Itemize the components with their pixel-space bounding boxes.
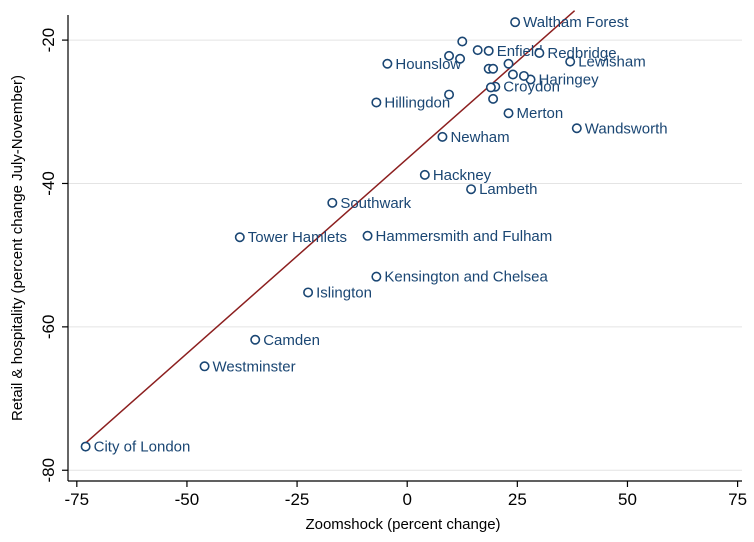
point-label: Hackney — [433, 167, 492, 184]
point-label: Hammersmith and Fulham — [376, 228, 553, 245]
data-point — [488, 63, 499, 74]
data-point — [507, 69, 518, 80]
x-tick-label: 25 — [508, 490, 527, 509]
point-label: City of London — [94, 439, 191, 456]
data-point — [371, 97, 382, 108]
gridlines — [68, 39, 742, 471]
data-point — [362, 230, 373, 241]
point-label: Merton — [517, 105, 564, 122]
y-axis-title: Retail & hospitality (percent change Jul… — [9, 75, 26, 421]
data-point — [437, 131, 448, 142]
point-label: Lambeth — [479, 181, 537, 198]
data-point — [382, 58, 393, 69]
point-label: Lewisham — [578, 54, 646, 71]
point-label: Haringey — [539, 72, 600, 89]
x-axis-title: Zoomshock (percent change) — [305, 516, 500, 533]
point-label: Wandsworth — [585, 120, 668, 137]
point-label: Enfield — [497, 43, 543, 60]
data-point — [457, 36, 468, 47]
x-tick-label: 50 — [618, 490, 637, 509]
data-point — [518, 70, 529, 81]
y-tick-label: -40 — [39, 171, 58, 196]
data-point — [455, 53, 466, 64]
x-tick-label: -50 — [175, 490, 200, 509]
point-label: Westminster — [213, 358, 296, 375]
data-point — [371, 271, 382, 282]
point-label: Camden — [263, 332, 320, 349]
data-point — [483, 45, 494, 56]
point-label: Newham — [450, 129, 509, 146]
data-point — [534, 47, 545, 58]
data-point — [444, 89, 455, 100]
data-point — [419, 169, 430, 180]
data-point — [472, 45, 483, 56]
point-label: Croydon — [503, 79, 560, 96]
point-label: Waltham Forest — [523, 14, 629, 31]
data-point — [250, 334, 261, 345]
y-tick-label: -60 — [39, 315, 58, 340]
x-tick-label: -25 — [285, 490, 310, 509]
x-axis-ticks: -75 -50 -25 0 25 50 75 — [65, 481, 747, 509]
x-tick-label: -75 — [65, 490, 90, 509]
data-point — [510, 17, 521, 28]
y-tick-label: -80 — [39, 458, 58, 483]
y-tick-label: -20 — [39, 28, 58, 53]
x-tick-label: 75 — [728, 490, 747, 509]
data-point — [444, 50, 455, 61]
data-point — [80, 441, 91, 452]
data-point — [565, 56, 576, 67]
data-point — [303, 287, 314, 298]
point-label: Southwark — [340, 195, 411, 212]
point-label: Redbridge — [547, 45, 616, 62]
y-axis-ticks: -20 -40 -60 -80 — [39, 28, 68, 483]
data-point — [485, 82, 496, 93]
data-point — [503, 108, 514, 119]
data-point — [466, 184, 477, 195]
data-point — [488, 93, 499, 104]
point-label: Islington — [316, 284, 372, 301]
point-label: Tower Hamlets — [248, 229, 347, 246]
point-label: Hillingdon — [384, 94, 450, 111]
data-point — [327, 197, 338, 208]
data-point — [199, 361, 210, 372]
data-point — [571, 123, 582, 134]
data-point — [234, 232, 245, 243]
data-point — [503, 58, 514, 69]
point-label: Hounslow — [395, 56, 461, 73]
point-label: Kensington and Chelsea — [384, 269, 548, 286]
x-tick-label: 0 — [402, 490, 411, 509]
